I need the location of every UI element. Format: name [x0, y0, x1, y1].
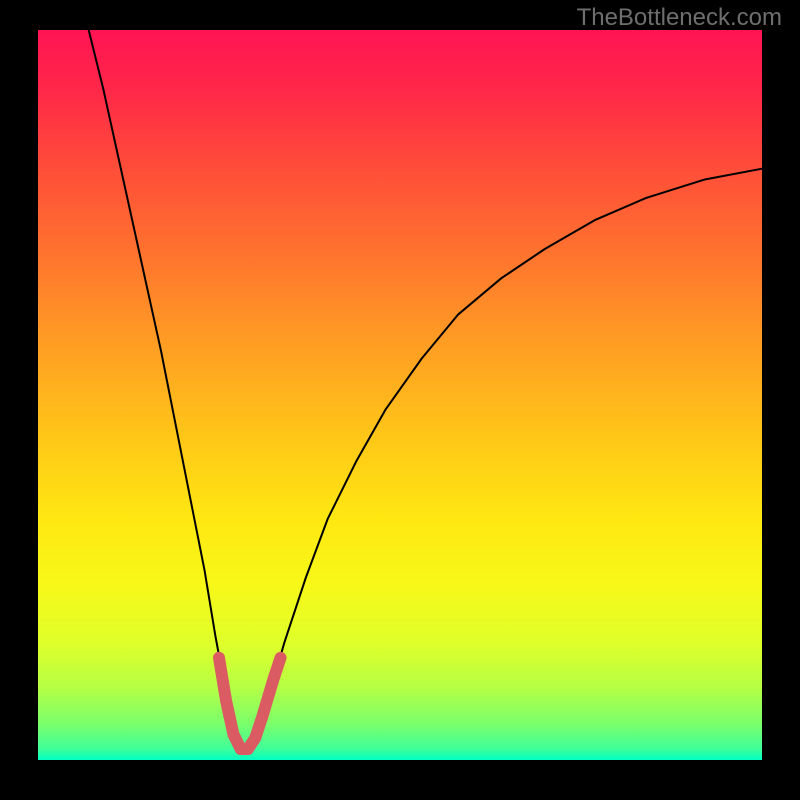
watermark-text: TheBottleneck.com [577, 4, 782, 32]
plot-background [38, 30, 762, 760]
chart-container: TheBottleneck.com [0, 0, 800, 800]
bottleneck-chart [0, 0, 800, 800]
